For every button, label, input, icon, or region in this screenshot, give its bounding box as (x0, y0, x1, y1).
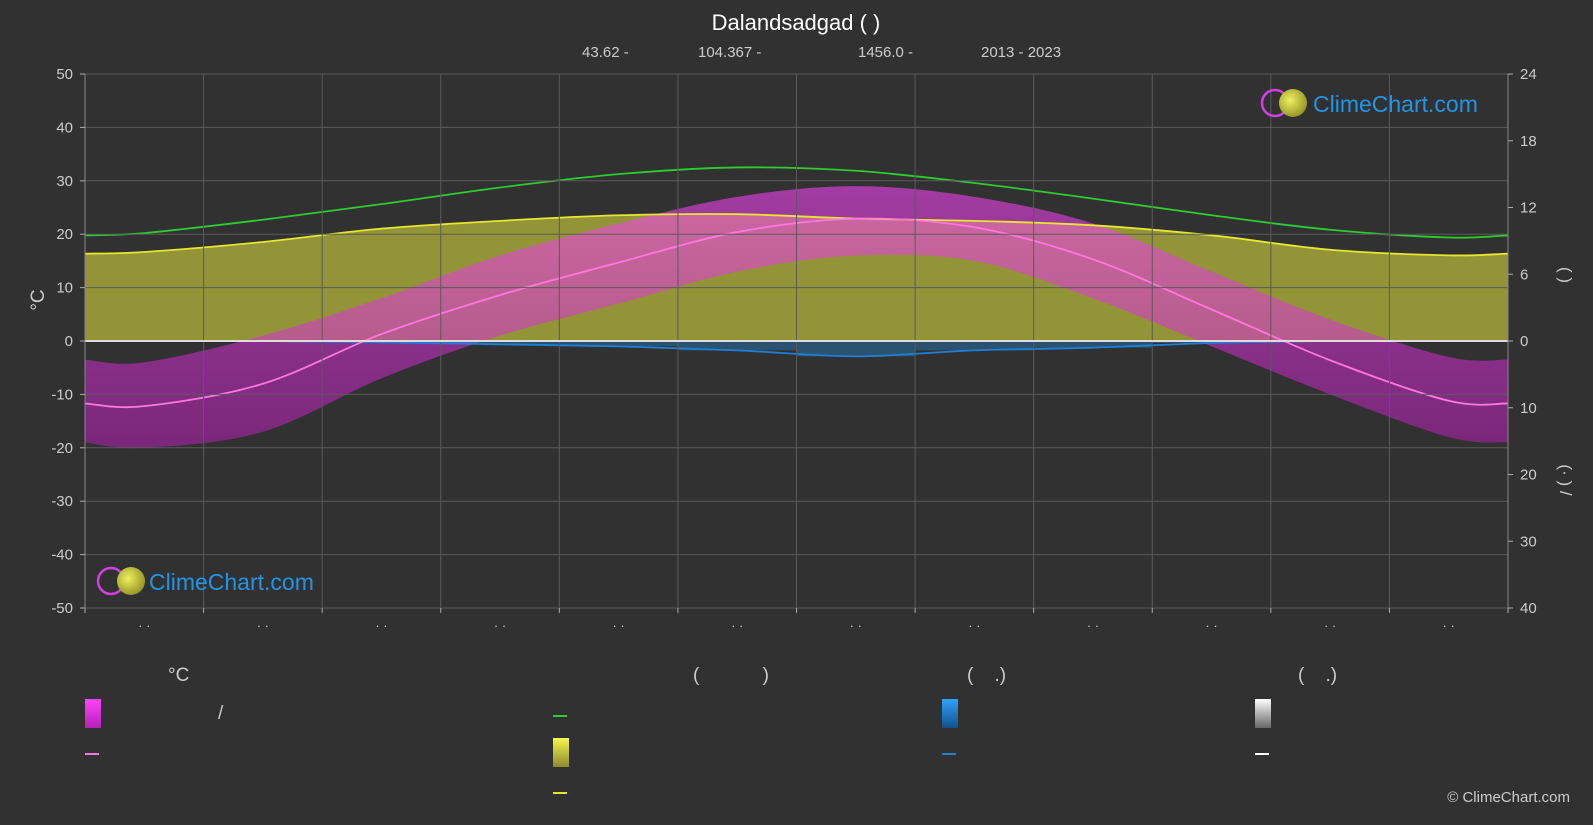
rain-bar (440, 341, 560, 345)
x-tick-label: · · (1324, 618, 1336, 633)
left-tick-label: -30 (51, 493, 73, 510)
axes: 50 40 30 20 10 0 -10 -20 -30 -40 -50 24 18 12 6 0 10 20 30… (51, 66, 1536, 633)
legend-temp-range-label: / (218, 703, 224, 724)
latitude-text: 43.62 - (582, 44, 629, 61)
chart-title: Dalandsadgad ( ) (712, 10, 881, 35)
longitude-text: 104.367 - (698, 44, 761, 61)
rain-bar (559, 341, 678, 347)
x-tick-label: · · (1443, 618, 1455, 633)
right-tick-label-top: 6 (1520, 266, 1528, 283)
rain-bar (677, 341, 797, 351)
watermark-logo-top: ClimeChart.com (1260, 88, 1478, 118)
x-tick-label: · · (612, 618, 624, 633)
rain-bar (915, 341, 1034, 351)
legend-snow-line-swatch (1255, 753, 1269, 755)
legend-rain-swatch (942, 699, 958, 728)
legend-snow-swatch (1255, 699, 1271, 728)
left-tick-label: 40 (56, 119, 73, 136)
rain-bar (1033, 341, 1153, 348)
legend-rain-header: ( .) (967, 665, 1007, 686)
rain-bar (1152, 341, 1271, 344)
legend-snow-header: ( .) (1298, 665, 1338, 686)
x-tick-label: · · (968, 618, 980, 633)
left-tick-label: 20 (56, 226, 73, 243)
left-tick-label: 0 (65, 333, 73, 350)
legend-mean-temp-swatch (85, 753, 99, 755)
right-tick-label-top: 18 (1520, 133, 1537, 150)
logo-sun-icon (117, 567, 145, 595)
legend-temp-range-swatch (85, 699, 101, 728)
left-tick-label: -50 (51, 600, 73, 617)
x-tick-label: · · (138, 618, 150, 633)
right-tick-label-bottom: 40 (1520, 600, 1537, 617)
elevation-text: 1456.0 - (858, 44, 913, 61)
x-tick-label: · · (375, 618, 387, 633)
copyright: © ClimeChart.com (1447, 789, 1570, 806)
right-axis-label-top: ( ) (1556, 267, 1575, 283)
left-tick-label: -10 (51, 386, 73, 403)
left-tick-label: -20 (51, 440, 73, 457)
right-axis-label-bottom: (· ) / (1556, 464, 1575, 495)
watermark-text-bottom: ClimeChart.com (149, 569, 314, 595)
x-tick-label: · · (1087, 618, 1099, 633)
mean-temperature-line (84, 217, 1509, 409)
legend-sunshine-band-swatch (553, 738, 569, 767)
left-axis-label: °C (28, 289, 49, 310)
right-tick-label-top: 0 (1520, 333, 1528, 350)
x-tick-label: · · (494, 618, 506, 633)
right-tick-label-top: 24 (1520, 66, 1537, 83)
legend-daylight-swatch (553, 715, 567, 717)
logo-sun-icon (1279, 89, 1307, 117)
years-text: 2013 - 2023 (981, 44, 1061, 61)
legend-rain-line-swatch (942, 753, 956, 755)
legend-sun-header: ( ) (693, 665, 769, 686)
watermark-logo-bottom: ClimeChart.com (96, 566, 314, 596)
right-tick-label-bottom: 10 (1520, 400, 1537, 417)
watermark-text-top: ClimeChart.com (1313, 91, 1478, 117)
left-tick-label: 10 (56, 280, 73, 297)
right-tick-label-bottom: 20 (1520, 467, 1537, 484)
x-tick-label: · · (850, 618, 862, 633)
left-tick-label: 50 (56, 66, 73, 83)
legend-temp-header: °C (168, 665, 190, 686)
x-tick-label: · · (731, 618, 743, 633)
legend-sunshine-line-swatch (553, 792, 567, 794)
right-tick-label-top: 12 (1520, 200, 1537, 217)
left-tick-label: -40 (51, 547, 73, 564)
rain-bar (796, 341, 916, 357)
x-tick-label: · · (257, 618, 269, 633)
right-tick-label-bottom: 30 (1520, 533, 1537, 550)
x-tick-label: · · (1205, 618, 1217, 633)
left-tick-label: 30 (56, 173, 73, 190)
